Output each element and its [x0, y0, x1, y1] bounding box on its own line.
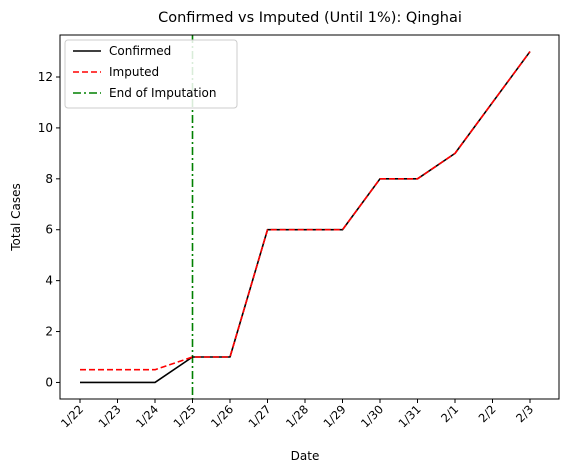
y-tick-label: 8 — [45, 172, 53, 186]
y-axis-label: Total Cases — [9, 183, 23, 251]
legend-label: Imputed — [109, 65, 159, 79]
y-tick-label: 12 — [38, 70, 53, 84]
legend-box — [64, 39, 238, 109]
legend-label: End of Imputation — [109, 86, 217, 100]
legend-label: Confirmed — [109, 44, 171, 58]
y-tick-label: 10 — [38, 121, 53, 135]
chart-title: Confirmed vs Imputed (Until 1%): Qinghai — [158, 10, 462, 26]
axes-frame — [59, 34, 560, 400]
legend: Confirmed Imputed End of Imputation — [64, 39, 238, 109]
y-tick-label: 2 — [45, 325, 53, 339]
y-tick-label: 0 — [45, 375, 53, 389]
y-tick-label: 6 — [45, 223, 53, 237]
series-line-imputed — [80, 51, 531, 371]
y-tick-label: 4 — [45, 274, 53, 288]
x-axis-label: Date — [291, 449, 320, 463]
y-axis-ticks: 0 2 4 6 8 10 12 — [38, 70, 60, 389]
